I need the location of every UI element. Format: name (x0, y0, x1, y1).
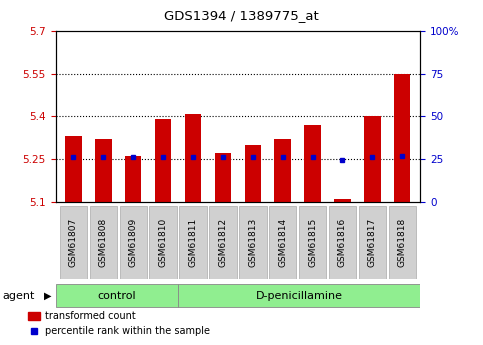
Bar (95, 139, 112, 202)
FancyBboxPatch shape (178, 284, 420, 307)
Text: GSM61815: GSM61815 (308, 218, 317, 267)
FancyBboxPatch shape (179, 206, 207, 279)
FancyBboxPatch shape (239, 206, 267, 279)
Bar (185, 114, 201, 202)
Bar (244, 145, 261, 202)
FancyBboxPatch shape (299, 206, 327, 279)
Text: GSM61814: GSM61814 (278, 218, 287, 267)
Text: GSM61811: GSM61811 (188, 218, 198, 267)
Text: GSM61818: GSM61818 (398, 218, 407, 267)
Text: control: control (98, 291, 136, 301)
Text: GSM61816: GSM61816 (338, 218, 347, 267)
FancyBboxPatch shape (56, 284, 178, 307)
Text: GSM61812: GSM61812 (218, 218, 227, 267)
FancyBboxPatch shape (359, 206, 386, 279)
Text: GSM61810: GSM61810 (158, 218, 168, 267)
Legend: transformed count, percentile rank within the sample: transformed count, percentile rank withi… (24, 307, 213, 340)
Text: GSM61813: GSM61813 (248, 218, 257, 267)
Text: D-penicillamine: D-penicillamine (256, 291, 342, 301)
FancyBboxPatch shape (209, 206, 237, 279)
Text: agent: agent (2, 291, 35, 301)
FancyBboxPatch shape (329, 206, 356, 279)
FancyBboxPatch shape (60, 206, 87, 279)
Text: ▶: ▶ (43, 291, 51, 301)
Text: GSM61808: GSM61808 (99, 218, 108, 267)
Bar (394, 74, 411, 202)
FancyBboxPatch shape (388, 206, 416, 279)
FancyBboxPatch shape (90, 206, 117, 279)
Bar (274, 139, 291, 202)
Bar (215, 154, 231, 202)
Text: GSM61817: GSM61817 (368, 218, 377, 267)
Text: GSM61809: GSM61809 (129, 218, 138, 267)
Bar (364, 116, 381, 202)
FancyBboxPatch shape (119, 206, 147, 279)
FancyBboxPatch shape (149, 206, 177, 279)
Bar (155, 119, 171, 202)
Bar (304, 125, 321, 202)
Bar (125, 156, 142, 202)
Text: GSM61807: GSM61807 (69, 218, 78, 267)
Bar (334, 199, 351, 202)
Text: GDS1394 / 1389775_at: GDS1394 / 1389775_at (164, 9, 319, 22)
FancyBboxPatch shape (269, 206, 297, 279)
Bar (65, 136, 82, 202)
